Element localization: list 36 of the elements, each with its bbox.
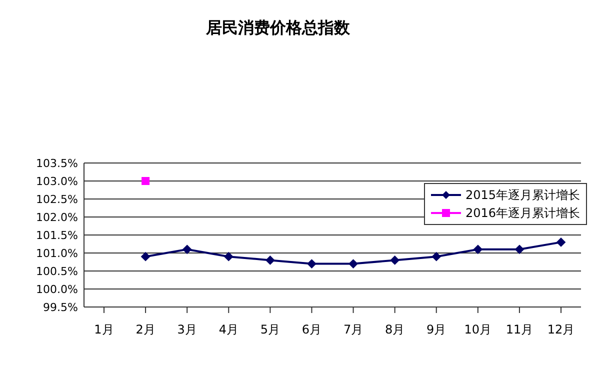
legend-label: 2016年逐月累计增长 xyxy=(465,205,580,222)
point xyxy=(182,244,192,254)
point xyxy=(141,252,150,262)
point xyxy=(266,256,275,265)
point xyxy=(514,244,524,254)
y-tick-label: 99.5% xyxy=(43,300,78,314)
x-tick-label: 6月 xyxy=(302,322,322,337)
x-tick-label: 7月 xyxy=(343,322,364,337)
x-tick-label: 4月 xyxy=(218,322,238,337)
x-tick-label: 2月 xyxy=(136,322,156,337)
x-tick-label: 3月 xyxy=(177,322,197,337)
x-tick-label: 12月 xyxy=(547,322,575,337)
point xyxy=(307,259,316,268)
point xyxy=(432,252,441,262)
x-tick-label: 1月 xyxy=(94,322,114,337)
point xyxy=(348,259,358,268)
y-tick-label: 103.5% xyxy=(36,156,78,170)
x-tick-label: 5月 xyxy=(260,322,280,337)
y-tick-label: 102.5% xyxy=(36,192,78,206)
point xyxy=(390,256,400,265)
chart-title: 居民消费价格总指数 xyxy=(205,18,351,39)
legend-label: 2015年逐月累计增长 xyxy=(465,187,580,204)
y-tick-label: 101.0% xyxy=(36,246,78,260)
y-tick-label: 100.5% xyxy=(36,264,78,278)
x-tick-label: 11月 xyxy=(506,322,534,337)
y-tick-label: 101.5% xyxy=(36,228,78,242)
y-tick-label: 102.0% xyxy=(36,210,78,224)
y-tick-label: 103.0% xyxy=(36,174,78,188)
x-tick-label: 8月 xyxy=(385,322,405,337)
point xyxy=(473,244,482,254)
x-tick-label: 10月 xyxy=(464,322,492,337)
point xyxy=(556,238,566,247)
point xyxy=(142,177,150,185)
y-tick-label: 100.0% xyxy=(36,282,78,296)
point xyxy=(224,252,234,262)
x-tick-label: 9月 xyxy=(426,322,446,337)
